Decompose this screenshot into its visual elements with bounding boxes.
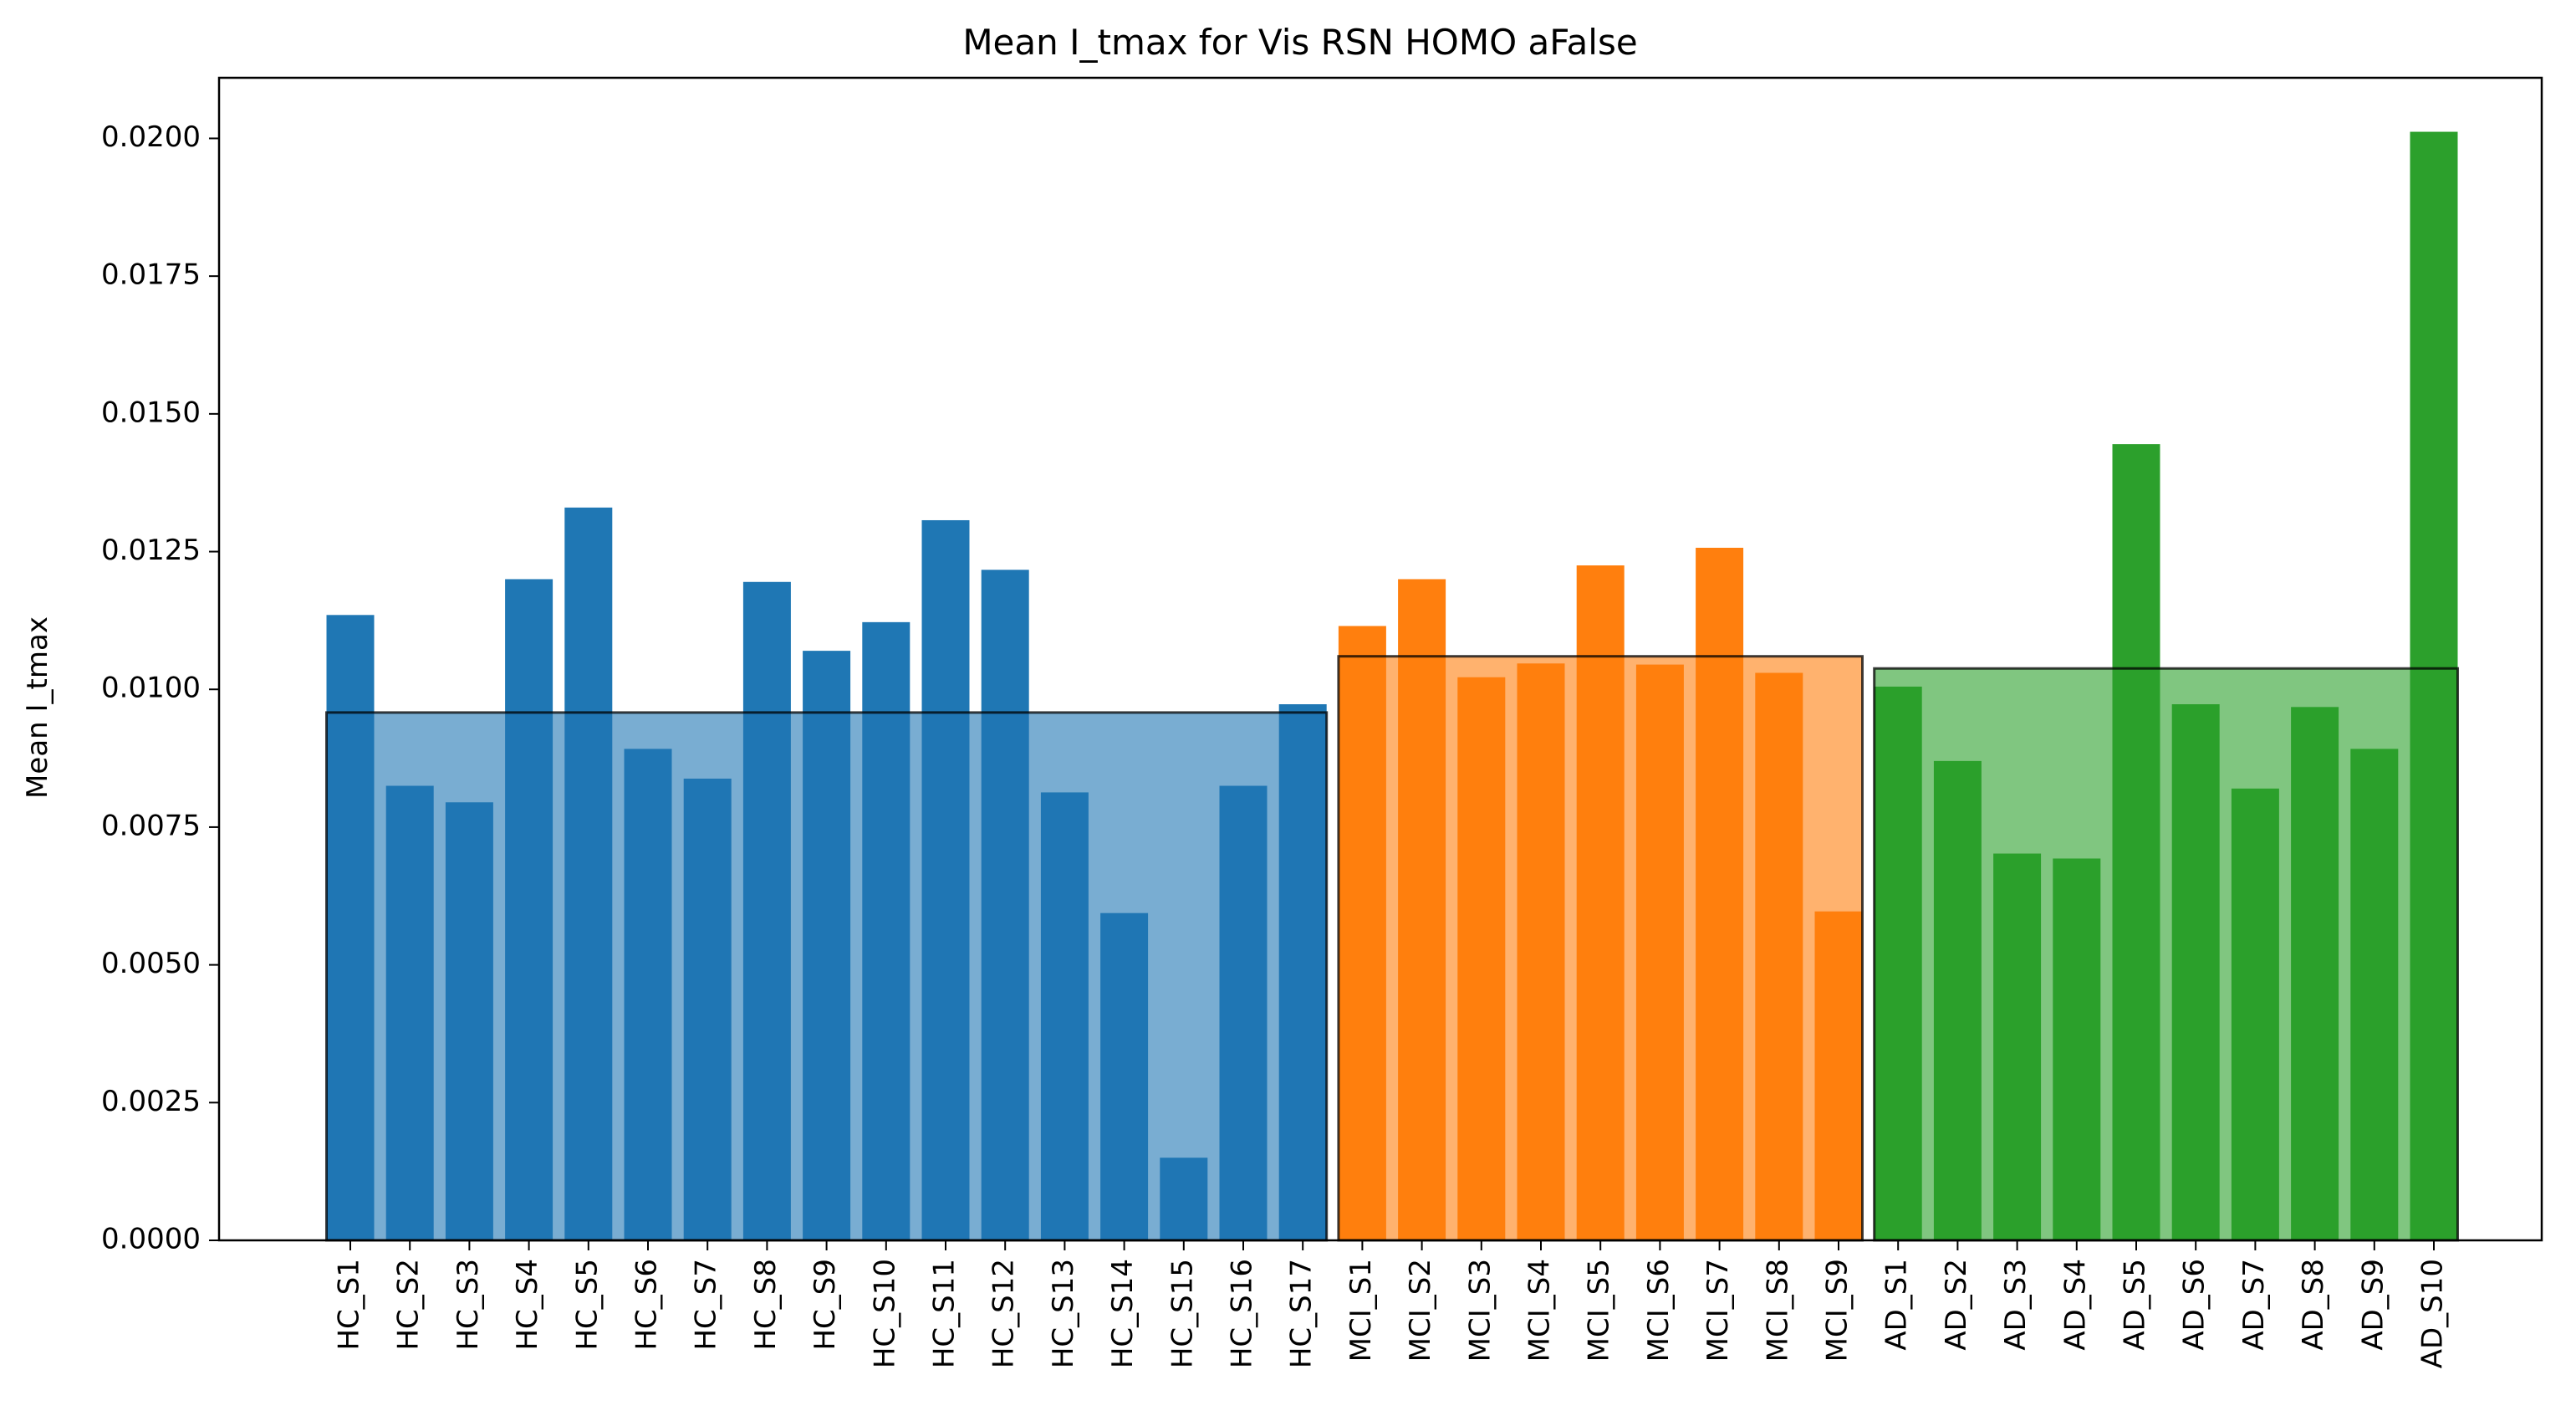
group-mean-layer xyxy=(325,655,2459,1242)
group-mean-bar xyxy=(325,711,1329,1242)
y-tick-label: 0.0050 xyxy=(101,947,201,980)
x-tick-label: AD_S7 xyxy=(2237,1259,2271,1351)
x-tick-label: MCI_S5 xyxy=(1583,1259,1616,1362)
x-tick-label: HC_S2 xyxy=(392,1259,426,1351)
x-axis-ticks: HC_S1 HC_S2 HC_S3 HC_S4 HC_S5 HC_S6 HC_S7 HC_S8… xyxy=(333,1240,2450,1368)
x-tick-label: AD_S6 xyxy=(2178,1259,2211,1351)
x-tick-label: HC_S16 xyxy=(1226,1259,1259,1368)
x-tick-label: MCI_S7 xyxy=(1701,1259,1735,1362)
y-tick-label: 0.0075 xyxy=(101,809,201,842)
y-tick-label: 0.0200 xyxy=(101,120,201,154)
x-tick-label: AD_S8 xyxy=(2297,1259,2330,1351)
plot-frame xyxy=(217,76,2543,1242)
x-tick-label: HC_S1 xyxy=(333,1259,366,1351)
x-tick-label: MCI_S9 xyxy=(1821,1259,1854,1362)
x-tick-label: HC_S11 xyxy=(928,1259,962,1368)
y-tick-label: 0.0100 xyxy=(101,672,201,705)
x-tick-label: HC_S7 xyxy=(690,1259,723,1351)
x-tick-label: MCI_S8 xyxy=(1761,1259,1794,1362)
x-tick-label: MCI_S2 xyxy=(1404,1259,1437,1362)
x-tick-label: MCI_S6 xyxy=(1642,1259,1676,1362)
x-tick-label: AD_S4 xyxy=(2058,1259,2092,1351)
y-tick-label: 0.0175 xyxy=(101,258,201,292)
x-tick-label: HC_S4 xyxy=(511,1259,544,1351)
x-tick-label: HC_S10 xyxy=(868,1259,901,1368)
x-tick-label: MCI_S3 xyxy=(1463,1259,1497,1362)
x-tick-label: HC_S14 xyxy=(1106,1259,1140,1368)
x-tick-label: HC_S13 xyxy=(1047,1259,1080,1368)
y-tick-label: 0.0150 xyxy=(101,396,201,429)
x-tick-label: HC_S15 xyxy=(1166,1259,1199,1368)
x-tick-label: MCI_S4 xyxy=(1523,1259,1557,1362)
x-tick-label: MCI_S1 xyxy=(1344,1259,1378,1362)
x-tick-label: AD_S1 xyxy=(1880,1259,1914,1351)
y-axis-ticks: 0.0000 0.0025 0.0050 0.0075 0.0100 0.0125 0.01… xyxy=(101,120,219,1256)
x-tick-label: HC_S6 xyxy=(630,1259,664,1351)
group-mean-bar xyxy=(1873,667,2459,1242)
chart-title: Mean I_tmax for Vis RSN HOMO aFalse xyxy=(962,22,1637,63)
x-tick-label: HC_S8 xyxy=(749,1259,783,1351)
y-axis-label: Mean I_tmax xyxy=(21,616,54,799)
x-tick-label: HC_S3 xyxy=(451,1259,485,1351)
x-tick-label: AD_S3 xyxy=(1999,1259,2033,1351)
x-tick-label: HC_S17 xyxy=(1285,1259,1319,1368)
x-tick-label: HC_S9 xyxy=(809,1259,842,1351)
x-tick-label: HC_S12 xyxy=(987,1259,1021,1368)
x-tick-label: AD_S10 xyxy=(2416,1259,2450,1368)
x-tick-label: HC_S5 xyxy=(570,1259,604,1351)
x-tick-label: AD_S9 xyxy=(2356,1259,2390,1351)
y-tick-label: 0.0025 xyxy=(101,1085,201,1118)
x-tick-label: AD_S2 xyxy=(1940,1259,1973,1351)
x-tick-label: AD_S5 xyxy=(2119,1259,2152,1351)
group-mean-bar xyxy=(1337,655,1864,1242)
y-tick-label: 0.0125 xyxy=(101,534,201,567)
y-tick-label: 0.0000 xyxy=(101,1223,201,1256)
